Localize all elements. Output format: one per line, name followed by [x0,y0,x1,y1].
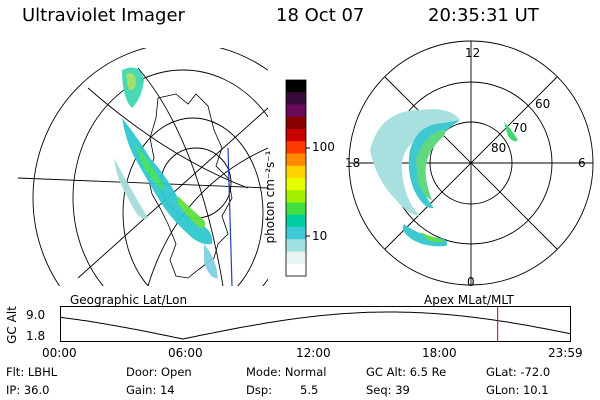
mlt-label-6: 6 [578,156,586,170]
status-dsp-value: 5.5 [300,383,319,397]
status-filter: Flt: LBHL [6,365,58,379]
status-dsp-label: Dsp: [246,383,273,397]
colorbar-stripe [286,92,306,105]
colorbar-stripe [286,129,306,142]
status-gc-alt: GC Alt: 6.5 Re [366,365,447,379]
lat-label-70: 70 [512,121,528,135]
colorbar-gradient [286,80,306,277]
colorbar-stripe [286,202,306,216]
colorbar-stripe [286,80,306,93]
alt-xtick-0600: 06:00 [168,346,203,360]
mlt-label-18: 18 [345,156,361,170]
colorbar [285,79,310,277]
colorbar-stripe [286,165,306,179]
time-label: 20:35:31 UT [428,5,539,26]
geographic-map [18,48,268,287]
colorbar-stripe [286,178,306,191]
status-glat: GLat: -72.0 [486,365,551,379]
colorbar-stripe [286,190,306,203]
status-mode: Mode: Normal [246,365,327,379]
alt-xtick-0000: 00:00 [42,346,77,360]
colorbar-stripe [286,251,306,265]
colorbar-stripe [286,153,306,167]
instrument-title: Ultraviolet Imager [22,5,185,26]
colorbar-tick-100: 100 [312,140,335,154]
colorbar-stripe [286,104,306,118]
altitude-plot [60,306,571,342]
altitude-curve [60,311,571,340]
status-glon: GLon: 10.1 [486,383,549,397]
mlt-label-0: 0 [467,275,475,289]
alt-ylabel: GC Alt [5,306,19,344]
colorbar-tick-10: 10 [312,229,328,243]
colorbar-unit-label: photon cm⁻²s⁻¹ [263,150,277,244]
polar-mlt-map [348,40,594,286]
alt-xtick-2359: 23:59 [548,346,583,360]
mlt-label-12: 12 [465,46,481,60]
alt-xtick-1800: 18:00 [422,346,457,360]
colorbar-stripe [286,263,306,277]
colorbar-stripe [286,141,306,154]
lat-label-60: 60 [535,97,551,111]
alt-xtick-1200: 12:00 [296,346,331,360]
alt-ytick-1.8: 1.8 [26,329,46,343]
colorbar-stripe [286,214,306,228]
date-label: 18 Oct 07 [276,5,365,26]
status-seq: Seq: 39 [366,383,410,397]
alt-ytick-9: 9.0 [26,308,46,322]
colorbar-stripe [286,239,306,252]
status-door: Door: Open [126,365,192,379]
status-ip: IP: 36.0 [6,383,50,397]
colorbar-stripe [286,116,306,130]
status-gain: Gain: 14 [126,383,175,397]
colorbar-stripe [286,227,306,240]
right-map-label: Apex MLat/MLT [424,293,514,307]
lat-label-80: 80 [491,141,507,155]
left-map-label: Geographic Lat/Lon [70,293,188,307]
